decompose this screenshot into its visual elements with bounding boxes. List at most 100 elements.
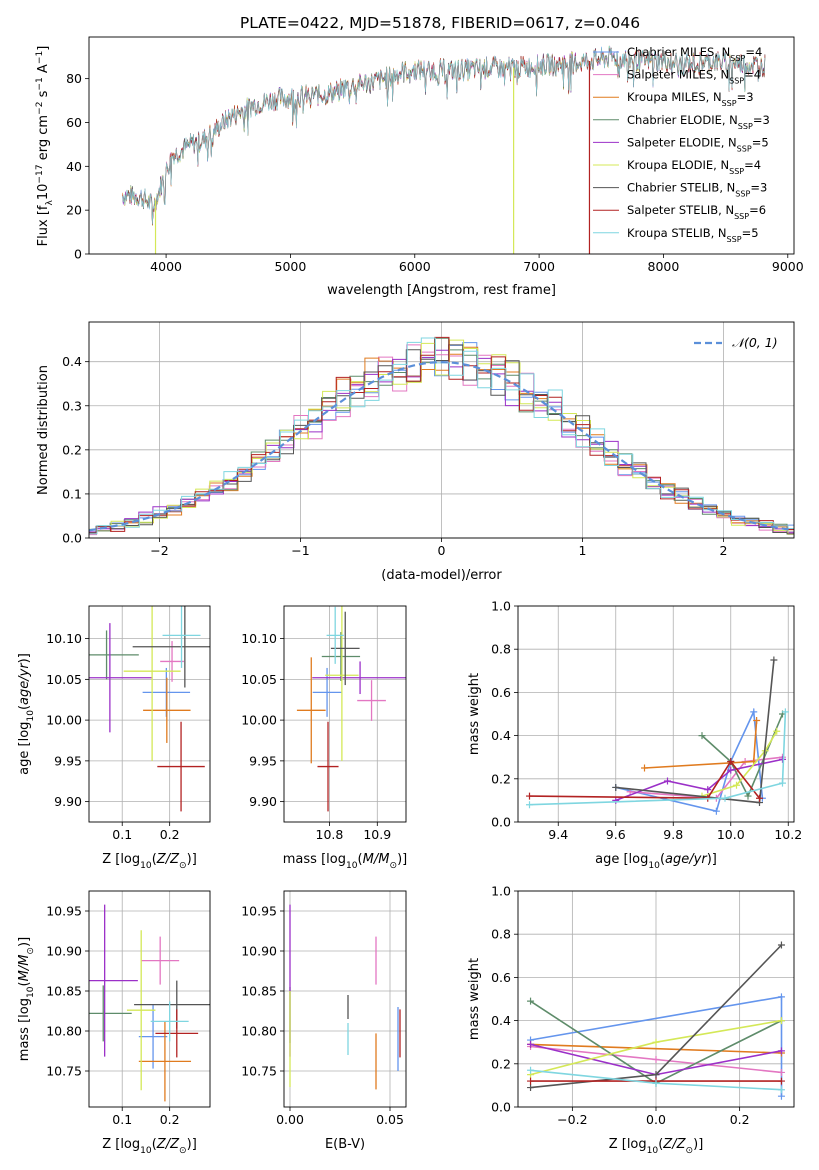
- weight-point: [777, 993, 785, 1001]
- error-marker-chabrier-elodie: [89, 630, 139, 680]
- x-tick-label: 1: [579, 543, 587, 558]
- y-tick-label: 0.2: [491, 1056, 511, 1071]
- weight-series-kroupa-stelib: [527, 1066, 785, 1094]
- legend-label: Salpeter MILES, NSSP=4: [627, 68, 761, 86]
- weight-point: [777, 1047, 785, 1055]
- y-tick-label: 0.8: [491, 927, 511, 942]
- y-tick-label: 40: [66, 159, 82, 174]
- x-axis-label: age [log10(age/yr)]: [595, 852, 717, 871]
- error-marker-salpeter-miles: [160, 641, 184, 682]
- weight-point: [704, 786, 712, 794]
- x-tick-label: 10.0: [717, 827, 745, 842]
- error-marker-salpeter-elodie: [89, 904, 138, 1057]
- plot-area: [89, 336, 794, 536]
- y-tick-label: 0.8: [491, 642, 511, 657]
- x-tick-label: 0.0: [646, 1112, 666, 1127]
- x-tick-label: −0.2: [557, 1112, 587, 1127]
- x-axis-label: mass [log10(M/M⊙)]: [283, 852, 407, 871]
- weight-line: [530, 1043, 782, 1054]
- weight-line: [529, 760, 761, 800]
- legend-label: Kroupa MILES, NSSP=3: [627, 90, 754, 108]
- x-tick-label: 0.1: [112, 1112, 132, 1127]
- weight-point: [652, 1055, 660, 1063]
- y-axis-label: Flux [fλ10−17 erg cm−2 s−1 A−1]: [35, 46, 55, 247]
- weight-point: [777, 1086, 785, 1094]
- x-tick-label: 7000: [523, 259, 555, 274]
- ticks: 10.8 10.9 9.90 9.95 10.00 10.05 10.10: [241, 631, 391, 842]
- weight-point: [527, 1077, 535, 1085]
- y-tick-label: 10.10: [46, 631, 82, 646]
- y-tick-label: 0.0: [491, 815, 511, 830]
- y-tick-label: 0.2: [62, 442, 82, 457]
- weight-point: [527, 1040, 535, 1048]
- weight-series-salpeter-elodie: [612, 755, 786, 804]
- x-tick-label: 0.00: [276, 1112, 304, 1127]
- axes-frame: [517, 605, 795, 823]
- y-tick-label: 10.00: [46, 713, 82, 728]
- weight-point: [727, 766, 735, 774]
- axes-weight_vs_Z: −0.2 0.0 0.2 0.0 0.2 0.4 0.6 0.8 1.0 Z [log10(Z/Z…: [467, 884, 795, 1156]
- normal-curve: [89, 360, 792, 532]
- y-tick-label: 60: [66, 115, 82, 130]
- y-tick-label: 10.85: [241, 984, 277, 999]
- weight-point: [777, 1068, 785, 1076]
- error-marker-chabrier-stelib: [132, 606, 210, 688]
- axes-frame: [283, 890, 407, 1108]
- legend-label: Kroupa STELIB, NSSP=5: [627, 226, 759, 244]
- axes-mass_vs_ebv: 0.00 0.05 10.75 10.80 10.85 10.90 10.95 E(B-V): [241, 890, 407, 1152]
- plot-area: [527, 941, 785, 1100]
- weight-point: [779, 755, 786, 763]
- x-tick-label: −1: [291, 543, 309, 558]
- x-tick-label: 8000: [648, 259, 680, 274]
- x-tick-label: 6000: [399, 259, 431, 274]
- weight-point: [756, 794, 763, 802]
- y-axis-label: age [log10(age/yr)]: [17, 653, 36, 775]
- error-marker-chabrier-elodie: [89, 985, 132, 1042]
- y-tick-label: 10.95: [46, 904, 82, 919]
- weight-point: [641, 764, 648, 772]
- error-marker-salpeter-stelib: [157, 721, 205, 812]
- y-tick-label: 9.90: [249, 794, 277, 809]
- weight-point: [781, 708, 789, 716]
- x-axis-label: wavelength [Angstrom, rest frame]: [327, 283, 556, 298]
- ticks: 0.1 0.2 9.90 9.95 10.00 10.05 10.10: [46, 631, 179, 842]
- x-tick-label: 0: [438, 543, 446, 558]
- plot-area: [122, 45, 766, 254]
- weight-point: [744, 792, 752, 800]
- grid-lines: [284, 891, 406, 1107]
- y-tick-label: 10.80: [46, 1024, 82, 1039]
- axes-age_vs_Z: 0.1 0.2 9.90 9.95 10.00 10.05 10.10 Z [log10(Z/…: [17, 605, 211, 871]
- grid-lines: [89, 891, 210, 1107]
- weight-series-chabrier-stelib: [527, 941, 785, 1092]
- weight-point: [527, 1066, 535, 1074]
- axes-frame: [88, 321, 795, 539]
- ticks: 4000 5000 6000 7000 8000 9000 0 20 40 60 80: [66, 71, 804, 274]
- weight-point: [652, 1071, 660, 1079]
- weight-point: [770, 656, 778, 664]
- plot-area: [89, 904, 210, 1102]
- y-tick-label: 0.4: [491, 1013, 511, 1028]
- y-tick-label: 10.10: [241, 631, 277, 646]
- legend-label: Chabrier MILES, NSSP=4: [627, 45, 762, 63]
- ticks: 0.00 0.05 10.75 10.80 10.85 10.90 10.95: [241, 904, 404, 1128]
- axes-spectrum: 4000 5000 6000 7000 8000 9000 0 20 40 60 80 Chabrie…: [35, 36, 804, 298]
- y-tick-label: 0.4: [62, 354, 82, 369]
- error-marker-salpeter-miles: [141, 936, 180, 985]
- error-marker-chabrier-miles: [312, 667, 342, 717]
- error-marker-kroupa-stelib: [162, 606, 201, 668]
- weight-point: [733, 781, 740, 789]
- y-axis-label-group: Flux [fλ10−17 erg cm−2 s−1 A−1]: [35, 46, 55, 247]
- y-tick-label: 0.6: [491, 970, 511, 985]
- weight-point: [712, 807, 720, 815]
- weight-point: [652, 1079, 660, 1087]
- y-tick-label: 0.6: [491, 685, 511, 700]
- error-marker-kroupa-stelib: [326, 606, 344, 664]
- x-tick-label: 9000: [772, 259, 804, 274]
- axes-frame: [283, 605, 407, 823]
- weight-point: [612, 783, 620, 791]
- legend-label: Chabrier STELIB, NSSP=3: [627, 181, 767, 199]
- error-marker-kroupa-miles: [143, 677, 191, 743]
- x-tick-label: 0.2: [160, 1112, 180, 1127]
- y-tick-label: 10.90: [46, 944, 82, 959]
